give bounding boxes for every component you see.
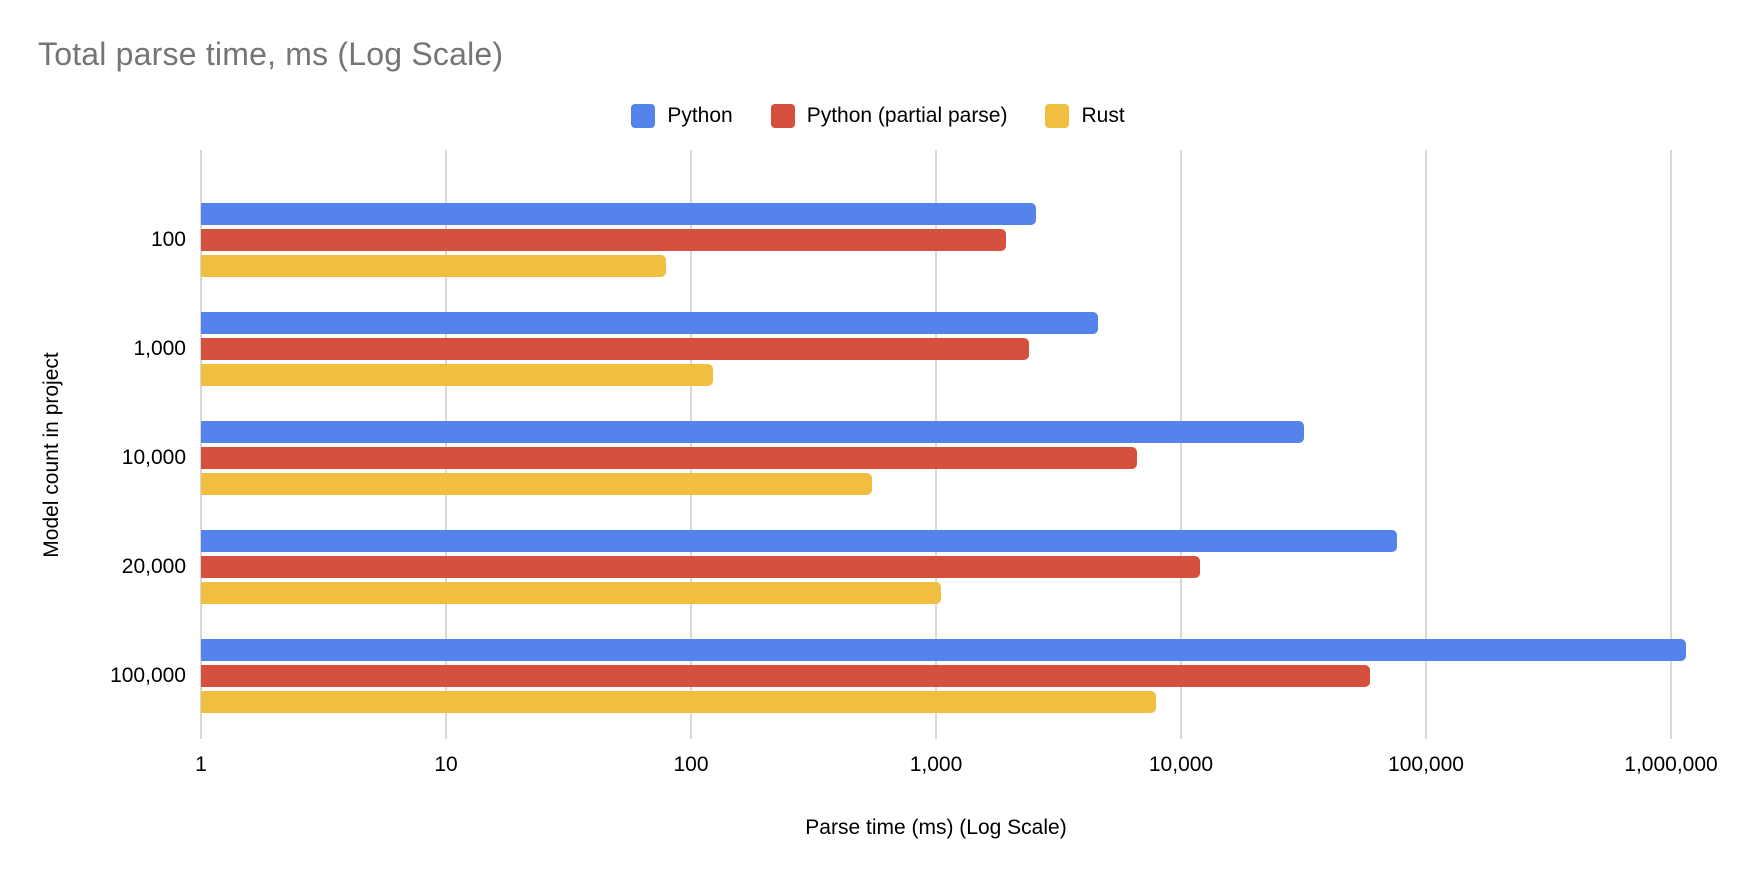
y-tick-label-100: 100 — [150, 228, 186, 251]
bar-rust-1-000 — [201, 364, 714, 386]
x-tick-label-100: 100 — [673, 753, 709, 776]
x-tick-label-1: 1 — [195, 753, 207, 776]
bar-rust-10-000 — [201, 473, 873, 495]
x-tick-label-100-000: 100,000 — [1388, 753, 1464, 776]
y-tick-label-1-000: 1,000 — [133, 337, 186, 360]
y-tick-label-20-000: 20,000 — [121, 555, 186, 578]
legend-label: Python (partial parse) — [806, 104, 1008, 127]
bar-python-partial-parse-1-000 — [201, 338, 1030, 360]
bar-python-partial-parse-10-000 — [201, 447, 1137, 469]
bar-rust-100-000 — [201, 691, 1156, 713]
gridline-1 — [200, 150, 202, 739]
gridline-1-000 — [935, 150, 937, 739]
x-axis-title: Parse time (ms) (Log Scale) — [805, 816, 1067, 839]
gridline-10-000 — [1180, 150, 1182, 739]
y-tick-label-10-000: 10,000 — [121, 446, 186, 469]
legend-item-python-partial-parse: Python (partial parse) — [770, 104, 1008, 128]
gridline-10 — [445, 150, 447, 739]
x-tick-label-10-000: 10,000 — [1148, 753, 1214, 776]
legend-swatch-icon — [631, 104, 656, 128]
gridline-1-000-000 — [1670, 150, 1672, 739]
legend-item-rust: Rust — [1045, 104, 1125, 128]
bar-python-100 — [201, 203, 1037, 225]
bar-python-20-000 — [201, 530, 1397, 552]
legend: Python Python (partial parse) Rust — [0, 104, 1756, 128]
bar-python-partial-parse-20-000 — [201, 556, 1201, 578]
bar-python-10-000 — [201, 421, 1305, 443]
legend-swatch-icon — [770, 104, 795, 128]
legend-item-python: Python — [631, 104, 733, 128]
chart-title: Total parse time, ms (Log Scale) — [38, 36, 504, 72]
bar-rust-100 — [201, 255, 666, 277]
x-tick-label-1-000: 1,000 — [909, 753, 963, 776]
bar-rust-20-000 — [201, 582, 942, 604]
legend-label: Python — [667, 104, 733, 127]
gridline-100-000 — [1425, 150, 1427, 739]
bar-python-1-000 — [201, 312, 1099, 334]
legend-swatch-icon — [1045, 104, 1070, 128]
gridline-100 — [690, 150, 692, 739]
legend-label: Rust — [1081, 104, 1125, 127]
x-tick-label-10: 10 — [434, 753, 458, 776]
bar-python-partial-parse-100 — [201, 229, 1006, 251]
y-tick-label-100-000: 100,000 — [110, 664, 186, 687]
bar-python-100-000 — [201, 639, 1686, 661]
bar-python-partial-parse-100-000 — [201, 665, 1370, 687]
y-axis-title: Model count in project — [40, 352, 63, 558]
x-tick-label-1-000-000: 1,000,000 — [1624, 753, 1718, 776]
